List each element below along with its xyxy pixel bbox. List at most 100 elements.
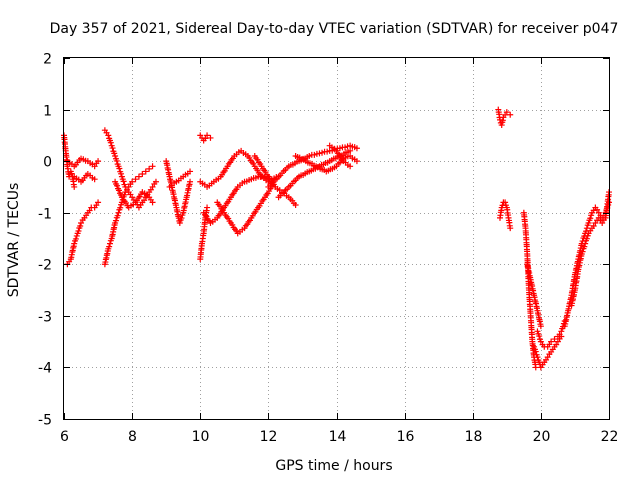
data-points xyxy=(61,106,612,371)
data-point xyxy=(585,220,592,227)
data-point xyxy=(113,157,120,164)
data-point xyxy=(146,165,153,172)
series-arc21 xyxy=(497,199,514,232)
series-arc1 xyxy=(61,132,78,190)
data-point xyxy=(132,176,139,183)
data-point xyxy=(558,328,565,335)
plot-frame xyxy=(63,57,610,420)
chart-title: Day 357 of 2021, Sidereal Day-to-day VTE… xyxy=(50,21,619,37)
series-arc14 xyxy=(214,183,275,237)
data-point xyxy=(507,111,514,118)
data-point xyxy=(187,168,194,175)
grid-lines xyxy=(64,58,609,419)
data-point xyxy=(106,243,113,250)
data-point xyxy=(536,333,543,340)
data-point xyxy=(582,240,589,247)
series-arc11 xyxy=(197,204,211,263)
data-point xyxy=(75,227,82,234)
data-point xyxy=(95,158,102,165)
series-arc3 xyxy=(64,155,102,170)
data-point xyxy=(71,183,78,190)
series-arc17 xyxy=(275,147,354,201)
x-tick-label: 22 xyxy=(601,429,619,445)
data-point xyxy=(95,199,102,206)
data-point xyxy=(149,199,156,206)
data-point xyxy=(203,213,210,220)
data-point xyxy=(135,173,142,180)
y-axis-label: SDTVAR / TECUs xyxy=(6,183,22,298)
series-arc19 xyxy=(326,142,354,170)
data-point xyxy=(139,171,146,178)
data-point xyxy=(178,215,185,222)
series-arc7 xyxy=(112,178,156,211)
data-point xyxy=(115,187,122,194)
data-point xyxy=(225,215,232,222)
data-point xyxy=(204,204,211,211)
data-point xyxy=(217,203,224,210)
x-tick-label: 8 xyxy=(128,429,137,445)
series-arc8 xyxy=(163,158,194,227)
series-arc24 xyxy=(531,333,565,371)
data-point xyxy=(109,145,116,152)
y-tick-label: -1 xyxy=(38,207,52,223)
series-arc2 xyxy=(64,199,102,268)
data-point xyxy=(115,209,122,216)
data-point xyxy=(106,240,113,247)
data-point xyxy=(77,223,84,230)
series-arc6 xyxy=(101,163,156,268)
data-point xyxy=(254,156,261,163)
y-tick-label: -3 xyxy=(38,310,52,326)
x-tick-label: 10 xyxy=(192,429,210,445)
data-point xyxy=(254,167,261,174)
data-point xyxy=(583,235,590,242)
data-point xyxy=(537,323,544,330)
data-point xyxy=(532,364,539,371)
data-point xyxy=(502,199,509,206)
series-arc12 xyxy=(197,147,279,190)
data-point xyxy=(118,170,125,177)
data-point xyxy=(534,354,541,361)
series-arc10 xyxy=(197,132,214,144)
data-point xyxy=(262,169,269,176)
y-tick-label: -5 xyxy=(38,413,52,429)
data-point xyxy=(204,132,211,139)
x-axis-label: GPS time / hours xyxy=(275,458,392,474)
series-arc9 xyxy=(166,168,194,190)
data-point xyxy=(507,225,514,232)
series-arc27 xyxy=(568,189,612,309)
data-point xyxy=(587,215,594,222)
data-point xyxy=(129,178,136,185)
x-tick-label: 6 xyxy=(60,429,69,445)
data-point xyxy=(207,134,214,141)
x-tick-label: 16 xyxy=(397,429,415,445)
data-point xyxy=(91,176,98,183)
data-point xyxy=(112,217,119,224)
data-point xyxy=(105,132,112,139)
data-point xyxy=(347,163,354,170)
data-point xyxy=(187,178,194,185)
data-point xyxy=(583,225,590,232)
series-arc18 xyxy=(292,152,360,175)
data-point xyxy=(122,200,129,207)
data-point xyxy=(347,147,354,154)
y-tick-label: 1 xyxy=(43,104,52,120)
data-point xyxy=(107,139,114,146)
data-point xyxy=(548,338,555,345)
data-point xyxy=(581,243,588,250)
y-tick-label: 0 xyxy=(43,155,52,171)
data-point xyxy=(266,175,273,182)
data-point xyxy=(112,152,119,159)
x-tick-label: 14 xyxy=(329,429,347,445)
data-point xyxy=(114,182,121,189)
data-point xyxy=(353,158,360,165)
data-point xyxy=(117,204,124,211)
data-point xyxy=(152,178,159,185)
data-point xyxy=(532,348,539,355)
y-tick-label: -4 xyxy=(38,361,52,377)
data-point xyxy=(71,240,78,247)
y-tick-label: 2 xyxy=(43,52,52,68)
data-point xyxy=(176,220,183,227)
data-point xyxy=(149,163,156,170)
